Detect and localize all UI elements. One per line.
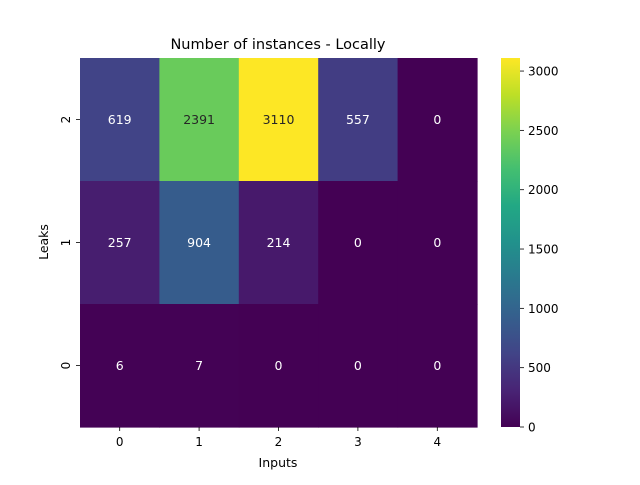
heatmap-cell xyxy=(318,181,399,305)
cell-value-label: 904 xyxy=(187,235,211,250)
y-tick-label: 2 xyxy=(59,116,73,124)
cell-value-label: 6 xyxy=(116,358,124,373)
cell-value-label: 0 xyxy=(354,358,362,373)
x-tick-label: 4 xyxy=(433,435,441,449)
cell-value-label: 3110 xyxy=(263,112,295,127)
cell-value-label: 0 xyxy=(275,358,283,373)
heatmap-cell xyxy=(397,304,478,428)
x-tick-label: 2 xyxy=(275,435,283,449)
colorbar-tick-label: 0 xyxy=(528,421,536,435)
chart-title: Number of instances - Locally xyxy=(170,37,385,53)
heatmap-cell xyxy=(397,181,478,305)
cell-value-label: 2391 xyxy=(183,112,215,127)
cell-value-label: 7 xyxy=(195,358,203,373)
heatmap-cell xyxy=(238,304,319,428)
heatmap-cell xyxy=(159,58,240,182)
cell-value-label: 557 xyxy=(346,112,370,127)
colorbar: 0 500 1000 1500 2000 2500 3000 xyxy=(501,58,559,435)
cell-value-label: 0 xyxy=(433,235,441,250)
x-tick-label: 3 xyxy=(354,435,362,449)
cell-value-label: 0 xyxy=(433,112,441,127)
colorbar-gradient xyxy=(501,58,520,427)
heatmap-cell xyxy=(159,181,240,305)
heatmap-cell xyxy=(80,58,160,182)
heatmap-cell xyxy=(238,181,319,305)
colorbar-tick-label: 2000 xyxy=(528,183,559,197)
cell-value-label: 257 xyxy=(108,235,132,250)
colorbar-tick-label: 500 xyxy=(528,361,551,375)
heatmap-cells xyxy=(80,58,478,428)
heatmap-cell xyxy=(80,304,160,428)
heatmap-cell xyxy=(80,181,160,305)
heatmap-cell xyxy=(159,304,240,428)
x-axis: 0 1 2 3 4 xyxy=(116,427,441,449)
cell-value-label: 214 xyxy=(267,235,291,250)
y-tick-label: 1 xyxy=(59,239,73,247)
y-axis-label: Leaks xyxy=(36,224,51,260)
heatmap-cell xyxy=(238,58,319,182)
heatmap-cell xyxy=(318,58,399,182)
colorbar-tick-label: 3000 xyxy=(528,65,559,79)
cell-value-label: 0 xyxy=(354,235,362,250)
colorbar-tick-label: 2500 xyxy=(528,124,559,138)
heatmap-cell xyxy=(318,304,399,428)
x-tick-label: 0 xyxy=(116,435,124,449)
colorbar-tick-label: 1500 xyxy=(528,243,559,257)
x-tick-label: 1 xyxy=(195,435,203,449)
heatmap-cell xyxy=(397,58,478,182)
x-axis-label: Inputs xyxy=(259,455,298,470)
cell-value-label: 619 xyxy=(108,112,132,127)
cell-value-label: 0 xyxy=(433,358,441,373)
heatmap-cell-labels: 619 2391 3110 557 0 257 904 214 0 0 6 7 0 0 0 xyxy=(108,112,442,373)
colorbar-tick-label: 1000 xyxy=(528,302,559,316)
y-axis: 2 1 0 xyxy=(59,116,80,370)
y-tick-label: 0 xyxy=(59,362,73,370)
